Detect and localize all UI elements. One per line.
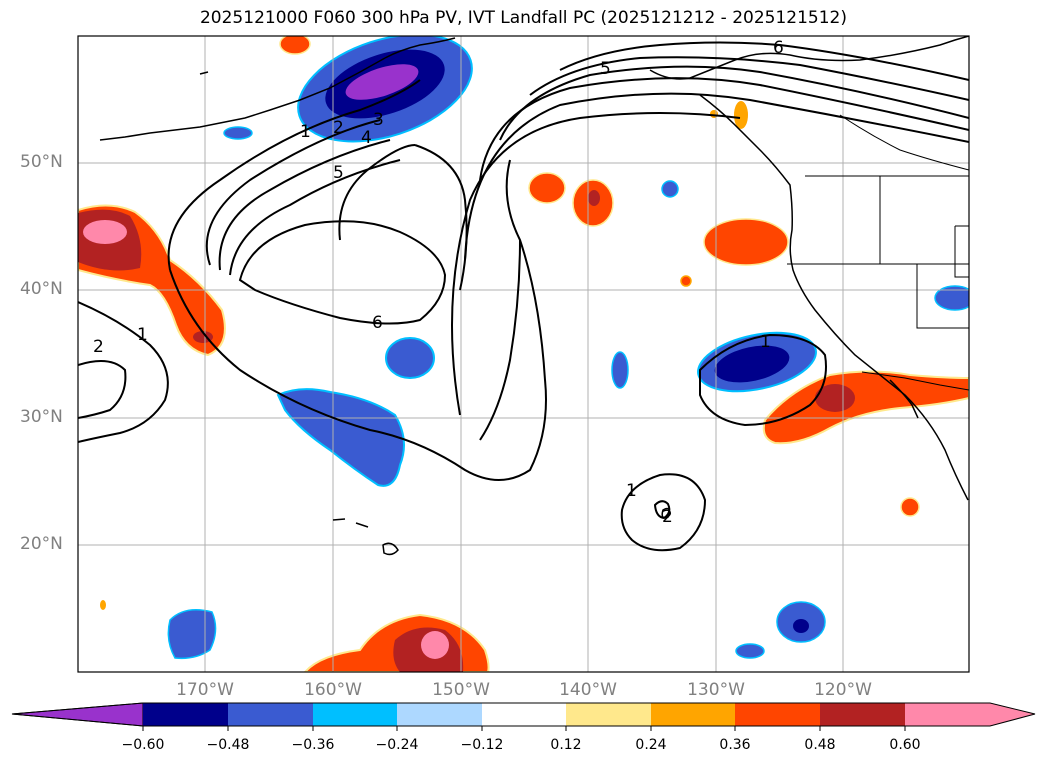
colorbar-bin xyxy=(482,703,567,726)
colorbar-bin xyxy=(313,703,398,726)
colorbar-tick-label: 0.60 xyxy=(889,737,921,753)
colorbar-bin xyxy=(735,703,820,726)
contour-label: 5 xyxy=(600,59,611,79)
contour-label-group: 6 5 1 2 3 4 5 6 1 2 1 1 2 xyxy=(93,38,784,527)
colorbar-bin xyxy=(143,703,228,726)
colorbar-tick-label: 0.12 xyxy=(550,737,582,753)
lat-label-30n: 30°N xyxy=(20,407,63,427)
colorbar-extend-min xyxy=(11,702,144,727)
colorbar-tick-label: −0.12 xyxy=(460,737,504,753)
colorbar-tick-label: −0.48 xyxy=(206,737,250,753)
contour-label: 1 xyxy=(626,481,637,501)
map-title: 2025121000 F060 300 hPa PV, IVT Landfall… xyxy=(199,8,847,28)
coastlines xyxy=(99,36,969,556)
colorbar-tick-label: −0.60 xyxy=(121,737,165,753)
colorbar-bin xyxy=(820,703,905,726)
colorbar-bin xyxy=(566,703,651,726)
graticule xyxy=(78,36,969,672)
map-frame xyxy=(77,35,970,673)
political-boundaries xyxy=(787,114,969,391)
contour-label: 6 xyxy=(372,313,383,333)
colorbar-tick-label: 0.36 xyxy=(719,737,751,753)
lat-label-50n: 50°N xyxy=(20,152,63,172)
contour-label: 1 xyxy=(760,332,771,352)
contour-label: 1 xyxy=(300,122,311,142)
colorbar-tick-label: −0.36 xyxy=(291,737,335,753)
colorbar-bin xyxy=(397,703,482,726)
contour-label: 6 xyxy=(773,38,784,58)
pos-anomaly-socal xyxy=(762,370,969,445)
colorbar-tick-label: 0.48 xyxy=(804,737,836,753)
lon-label-140w: 140°W xyxy=(559,680,617,700)
lon-label-150w: 150°W xyxy=(432,680,490,700)
neg-anomaly-central xyxy=(276,388,405,487)
colorbar xyxy=(11,702,1036,731)
lon-label-130w: 130°W xyxy=(687,680,745,700)
lat-label-20n: 20°N xyxy=(20,534,63,554)
colorbar-extend-max xyxy=(905,703,1035,726)
lon-label-120w: 120°W xyxy=(814,680,872,700)
colorbar-bin xyxy=(228,703,313,726)
contour-label: 2 xyxy=(93,337,104,357)
contour-label: 4 xyxy=(361,128,372,148)
contour-lines xyxy=(78,41,969,552)
contour-label: 5 xyxy=(333,163,344,183)
contour-label: 1 xyxy=(137,325,148,345)
colorbar-bin xyxy=(651,703,736,726)
lon-label-160w: 160°W xyxy=(304,680,362,700)
colorbar-tick-label: −0.24 xyxy=(375,737,419,753)
lat-label-40n: 40°N xyxy=(20,279,63,299)
contour-label: 2 xyxy=(662,507,673,527)
contour-label: 2 xyxy=(333,118,344,138)
lon-label-170w: 170°W xyxy=(176,680,234,700)
map-area xyxy=(78,36,969,672)
contour-label: 3 xyxy=(373,110,384,130)
colorbar-tick-label: 0.24 xyxy=(635,737,667,753)
